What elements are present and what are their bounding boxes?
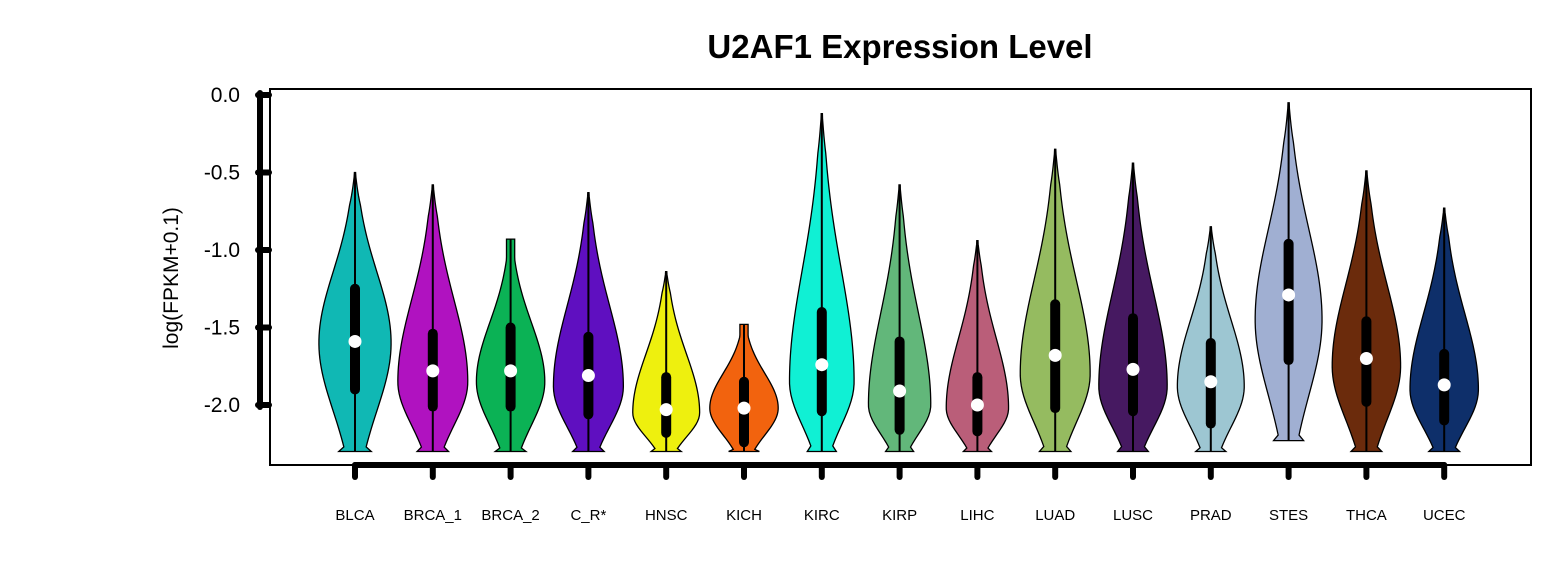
x-tick-label: LUAD (1035, 507, 1075, 524)
median-point (970, 398, 984, 412)
x-tick-label: PRAD (1190, 507, 1232, 524)
median-point (1204, 375, 1218, 389)
median-point (1437, 378, 1451, 392)
x-tick-label: LIHC (960, 507, 994, 524)
x-tick-label: UCEC (1423, 507, 1466, 524)
x-tick-label: LUSC (1113, 507, 1153, 524)
x-tick-label: KIRP (882, 507, 917, 524)
x-tick-label: STES (1269, 507, 1308, 524)
median-point (348, 334, 362, 348)
y-tick-label: -2.0 (204, 394, 240, 417)
median-point (581, 369, 595, 383)
x-tick-label: KICH (726, 507, 762, 524)
median-point (1282, 288, 1296, 302)
median-point (893, 384, 907, 398)
y-tick-label: 0.0 (211, 84, 240, 107)
violins (318, 102, 1480, 453)
chart-title: U2AF1 Expression Level (707, 28, 1092, 65)
x-tick-label: BLCA (335, 507, 374, 524)
median-point (1126, 362, 1140, 376)
x-tick-label: C_R* (570, 507, 606, 524)
median-point (815, 358, 829, 372)
x-tick-label: BRCA_2 (481, 507, 539, 524)
x-tick-label: THCA (1346, 507, 1387, 524)
median-point (659, 403, 673, 417)
median-point (737, 401, 751, 415)
y-tick-label: -1.5 (204, 317, 240, 340)
y-axis-label: log(FPKM+0.1) (160, 207, 183, 349)
y-tick-label: -1.0 (204, 239, 240, 262)
x-tick-label: BRCA_1 (404, 507, 462, 524)
median-point (1048, 348, 1062, 362)
axes: 0.0 -0.5 -1.0 -1.5 -2.0 BLCA BRCA_1 BRCA_2 C_R* H… (204, 84, 1466, 524)
median-point (1359, 352, 1373, 365)
y-tick-label: -0.5 (204, 162, 240, 185)
median-point (426, 364, 440, 378)
x-tick-label: KIRC (804, 507, 840, 524)
median-point (504, 364, 518, 378)
x-tick-label: HNSC (645, 507, 688, 524)
